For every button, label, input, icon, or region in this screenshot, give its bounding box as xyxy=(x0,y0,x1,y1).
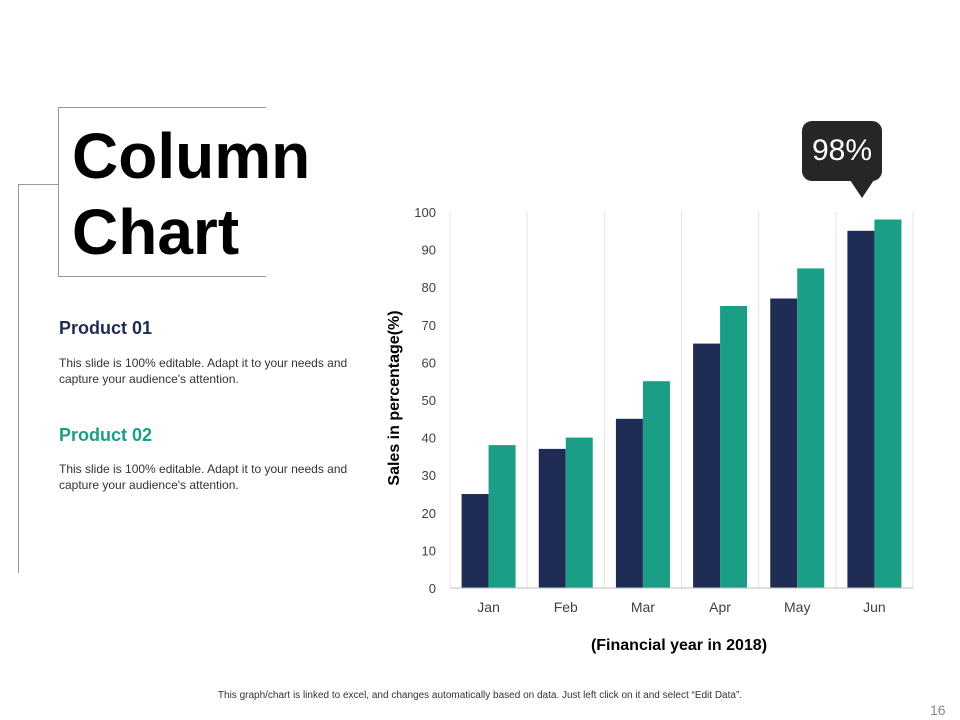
title-box xyxy=(58,107,266,277)
chart-bars xyxy=(461,219,902,589)
bar-jan-series-1 xyxy=(461,494,489,588)
bar-feb-series-2 xyxy=(565,437,593,588)
chart-axes: 0 10 20 30 40 50 60 70 80 90 100 Jan Feb Mar Apr May Jun xyxy=(414,205,913,615)
slide-title-line2: Chart xyxy=(72,196,240,268)
bar-feb-series-1 xyxy=(538,448,566,588)
y-tick-label: 100 xyxy=(414,205,436,220)
product-01-heading: Product 01 xyxy=(59,318,153,338)
x-axis-label: (Financial year in 2018) xyxy=(591,637,767,654)
y-tick-label: 10 xyxy=(422,543,436,558)
y-tick-label: 90 xyxy=(422,243,436,258)
y-tick-label: 30 xyxy=(422,468,436,483)
value-callout: 98% xyxy=(802,121,882,181)
bar-jan-series-2 xyxy=(488,445,516,588)
slide-title: Column Chart xyxy=(72,118,332,270)
bar-jun-series-1 xyxy=(847,230,875,589)
frame-line-horizontal xyxy=(18,184,58,185)
y-tick-label: 40 xyxy=(422,431,436,446)
bar-may-series-1 xyxy=(770,298,798,588)
bar-mar-series-1 xyxy=(615,418,643,588)
bar-apr-series-1 xyxy=(693,343,721,588)
x-tick-label: Jun xyxy=(863,599,886,615)
slide-title-line1: Column xyxy=(72,120,311,192)
bar-jun-series-2 xyxy=(874,219,902,588)
page-number: 16 xyxy=(930,702,946,718)
x-tick-label: May xyxy=(784,599,810,615)
product-02-text: This slide is 100% editable. Adapt it to… xyxy=(59,462,348,492)
product-02-heading: Product 02 xyxy=(59,425,153,445)
y-tick-label: 70 xyxy=(422,318,436,333)
y-tick-label: 20 xyxy=(422,506,436,521)
y-tick-label: 60 xyxy=(422,355,436,370)
y-tick-label: 80 xyxy=(422,280,436,295)
y-tick-label: 50 xyxy=(422,393,436,408)
y-axis-label: Sales in percentage(%) xyxy=(386,310,403,485)
bar-mar-series-2 xyxy=(642,381,670,588)
y-tick-label: 0 xyxy=(429,581,436,596)
x-tick-label: Feb xyxy=(554,599,578,615)
chart-grid xyxy=(449,212,914,588)
value-callout-pointer xyxy=(850,180,874,198)
product-01-text: This slide is 100% editable. Adapt it to… xyxy=(59,356,348,386)
x-tick-label: Mar xyxy=(631,599,655,615)
footer-note: This graph/chart is linked to excel, and… xyxy=(217,690,743,701)
x-tick-label: Jan xyxy=(477,599,500,615)
x-tick-label: Apr xyxy=(709,599,731,615)
bar-may-series-2 xyxy=(797,268,825,588)
frame-line-vertical xyxy=(18,184,19,573)
bar-apr-series-2 xyxy=(720,306,748,588)
